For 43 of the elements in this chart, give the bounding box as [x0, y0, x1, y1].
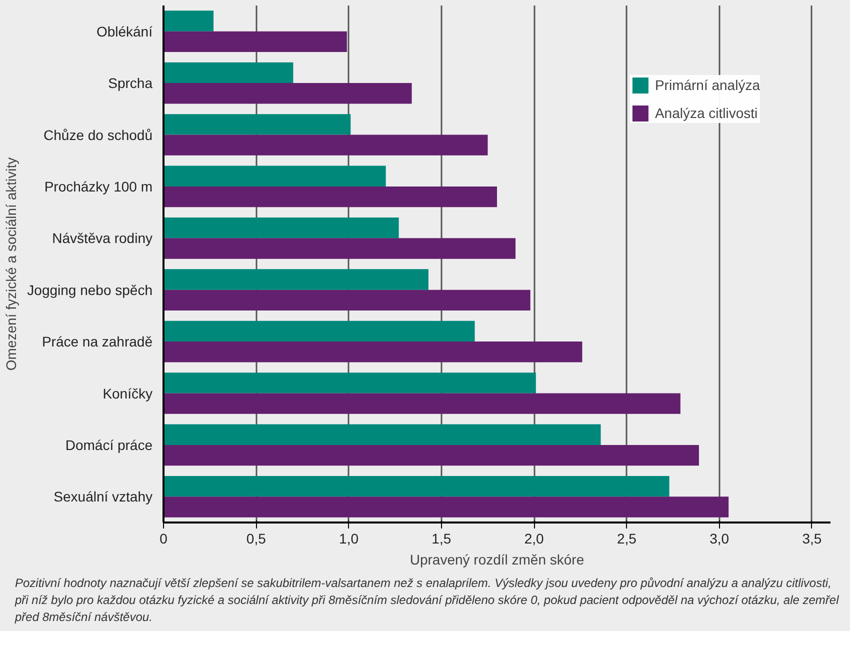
- y-tick-label: Oblékání: [96, 23, 153, 40]
- bar: [164, 320, 475, 342]
- bar: [164, 114, 351, 135]
- y-tick-label: Chůze do schodů: [44, 126, 153, 143]
- y-tick-label: Koníčky: [102, 385, 153, 402]
- bar: [164, 186, 497, 208]
- bar: [164, 83, 412, 104]
- bar: [164, 372, 536, 394]
- bar: [164, 444, 699, 466]
- x-tick-label: 3,0: [710, 530, 730, 546]
- x-tick-label: 0,5: [246, 530, 266, 546]
- text: Pozitivní hodnoty naznačují větší zlepšení se sakubitrilem-valsartanem než s enalaprilem. Výsledky jsou uvedeny pro původní analýzu a analýzu citlivosti, při níž bylo pro každou otázku fyzické a sociální aktivity při 8měsíčním sledování přiděleno skóre 0, pokud pacient odpověděl na výchozí otázku, ale zemřel před 8měsíční návštěvou.: [15, 575, 840, 626]
- bar: [164, 10, 214, 32]
- bar: [164, 134, 488, 156]
- x-tick-label: 2,0: [524, 530, 544, 546]
- x-tick-label: 1,5: [432, 530, 452, 546]
- x-tick-label: 1,0: [339, 530, 359, 546]
- bar: [164, 31, 347, 52]
- x-tick-label: 3,5: [802, 530, 822, 546]
- bar: [164, 166, 386, 186]
- y-tick-label: Sprcha: [108, 75, 153, 92]
- x-tick-label: 0: [160, 530, 168, 546]
- y-tick-label: Jogging nebo spěch: [27, 282, 153, 298]
- y-tick-label: Procházky 100 m: [44, 178, 153, 194]
- bar: [164, 217, 399, 238]
- legend-label: Primární analýza: [654, 77, 760, 93]
- y-axis-title: Omezení fyzické a sociální aktivity: [3, 157, 20, 371]
- y-tick-label: Práce na zahradě: [42, 334, 153, 350]
- bar: [164, 496, 729, 518]
- bar: [164, 290, 530, 311]
- y-tick-label: Sexuální vztahy: [54, 488, 153, 505]
- bar: [164, 424, 601, 445]
- y-tick-label: Návštěva rodiny: [52, 230, 153, 246]
- x-tick-label: 2,5: [616, 530, 637, 546]
- y-tick-label: Domácí práce: [65, 436, 153, 453]
- x-axis-title: Upravený rozdíl změn skóre: [410, 552, 584, 568]
- bar: [164, 238, 516, 259]
- bar: [164, 342, 582, 362]
- bar: [164, 476, 670, 497]
- legend-label: Analýza citlivosti: [654, 105, 758, 121]
- bar: [164, 62, 294, 84]
- bar: [164, 393, 680, 414]
- bar: [164, 269, 428, 290]
